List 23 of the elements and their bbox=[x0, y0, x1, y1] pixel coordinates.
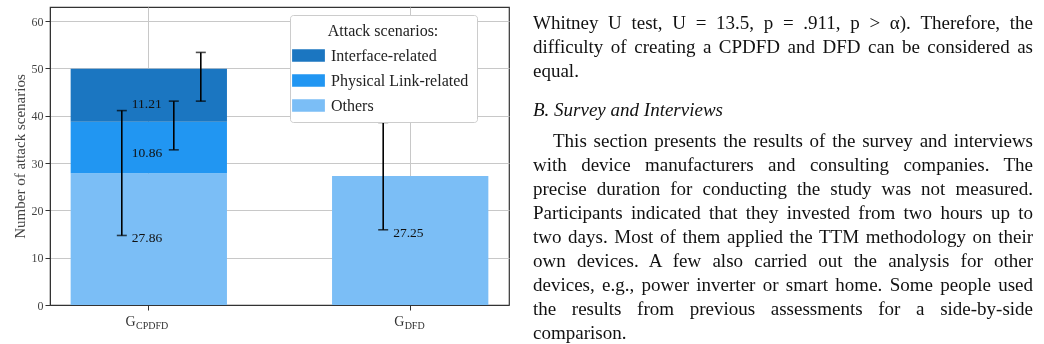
bar bbox=[332, 176, 489, 305]
y-tick-label: 10 bbox=[31, 251, 44, 266]
legend-label: Interface-related bbox=[331, 46, 437, 64]
bar bbox=[70, 68, 227, 122]
data-label: 11.21 bbox=[131, 96, 162, 112]
y-axis-title: Number of attack scenarios bbox=[11, 74, 28, 239]
y-tick-label: 0 bbox=[37, 298, 44, 313]
y-tick-label: 50 bbox=[31, 61, 44, 76]
y-tick-label: 40 bbox=[31, 109, 44, 124]
y-tick-label: 20 bbox=[31, 203, 44, 218]
legend-label: Others bbox=[331, 96, 374, 114]
bar bbox=[70, 173, 227, 305]
text: B. Survey and Interviews bbox=[533, 98, 724, 122]
legend-title: Attack scenarios: bbox=[327, 22, 439, 39]
y-tick-label: 60 bbox=[31, 14, 44, 29]
text: Whitney U test, U = 13.5, p = .911, p > α). Therefore, the difficulty of creating a CPDFD and DFD can be considered as equal. bbox=[533, 11, 1033, 83]
bar bbox=[70, 121, 227, 174]
y-tick-label: 30 bbox=[31, 156, 44, 171]
data-label: 10.86 bbox=[131, 144, 163, 160]
text: This section presents the results of the survey and interviews with device manufacturers and consulting companies. The precise duration for conducting the study was not measured. Participants indicated that they invested from two hours up to two days. Most of them applied the TTM methodology on their own devices. A few also carried out the analysis for other devices, e.g., power inverter or smart home. Some people used the results from previous assessments for a side-by-side comparison. bbox=[533, 130, 1033, 343]
data-label: 27.86 bbox=[131, 230, 163, 246]
legend-label: Physical Link-related bbox=[331, 71, 469, 90]
data-label: 27.25 bbox=[393, 224, 424, 240]
